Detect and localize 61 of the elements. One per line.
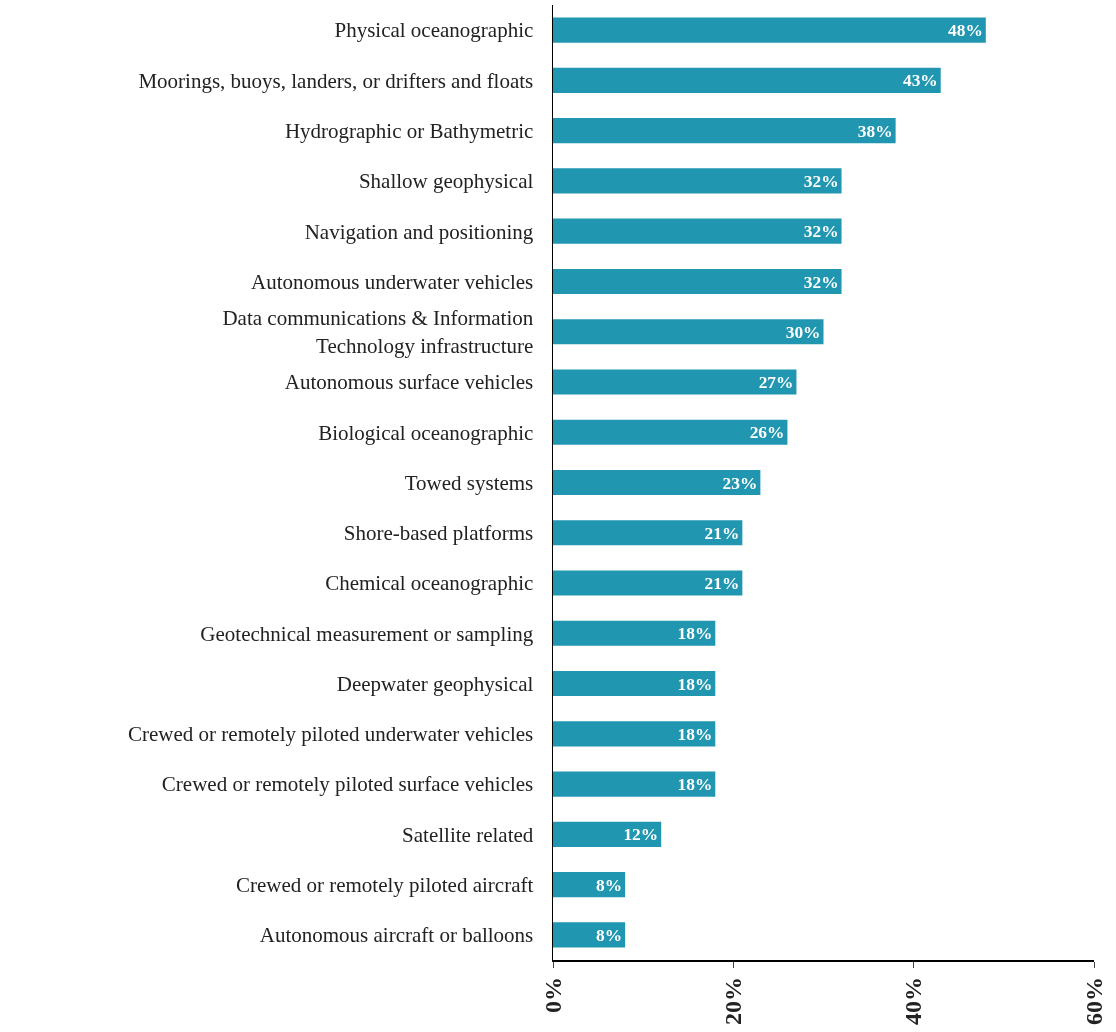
data-label: 32% bbox=[803, 272, 839, 292]
data-label: 18% bbox=[677, 623, 713, 644]
data-label: 48% bbox=[948, 21, 983, 41]
bar bbox=[553, 118, 896, 144]
x-tick-label: 0% bbox=[539, 977, 566, 1014]
bar bbox=[553, 469, 761, 496]
data-label: 21% bbox=[704, 523, 740, 543]
data-label: 18% bbox=[677, 724, 713, 744]
data-label: 32% bbox=[803, 172, 839, 192]
bar bbox=[553, 268, 842, 295]
data-label: 32% bbox=[803, 222, 839, 242]
y-tick-label: Chemical oceanographic bbox=[325, 571, 534, 596]
y-tick-label: Physical oceanographic bbox=[334, 18, 534, 43]
data-label: 43% bbox=[902, 71, 938, 91]
bar bbox=[553, 570, 743, 596]
bar bbox=[553, 419, 788, 445]
data-label: 8% bbox=[596, 875, 623, 895]
y-tick-label: Autonomous surface vehicles bbox=[284, 370, 534, 395]
bar bbox=[553, 821, 662, 847]
bar bbox=[553, 670, 716, 697]
bar bbox=[553, 520, 743, 546]
y-tick-label: Satellite related bbox=[402, 822, 534, 847]
data-label: 30% bbox=[785, 321, 821, 342]
x-tick-label: 60% bbox=[1080, 977, 1107, 1026]
y-tick-label: Deepwater geophysical bbox=[336, 671, 534, 696]
y-tick-label: Shore-based platforms bbox=[343, 521, 534, 546]
data-label: 23% bbox=[722, 472, 758, 493]
bar bbox=[553, 67, 941, 93]
y-tick-label: Hydrographic or Bathymetric bbox=[284, 119, 534, 144]
data-label: 27% bbox=[758, 373, 794, 393]
y-tick-label: Towed systems bbox=[404, 470, 534, 495]
y-tick-label: Autonomous aircraft or balloons bbox=[259, 923, 534, 948]
bar bbox=[553, 872, 626, 898]
data-label: 18% bbox=[677, 775, 713, 795]
data-label: 21% bbox=[704, 574, 740, 594]
x-tick-label: 40% bbox=[900, 977, 927, 1026]
bar bbox=[553, 218, 842, 244]
y-tick-label: Crewed or remotely piloted surface vehicles bbox=[161, 772, 534, 797]
data-label: 26% bbox=[749, 423, 785, 443]
bar bbox=[553, 369, 797, 395]
y-tick-label: Shallow geophysical bbox=[358, 169, 534, 194]
bar bbox=[553, 922, 626, 948]
data-label: 18% bbox=[677, 674, 713, 694]
y-tick-label: Geotechnical measurement or sampling bbox=[200, 621, 534, 646]
y-tick-label: Crewed or remotely piloted aircraft bbox=[235, 872, 534, 897]
y-tick-label: Autonomous underwater vehicles bbox=[251, 269, 534, 294]
data-label: 12% bbox=[623, 825, 659, 845]
bar bbox=[553, 771, 716, 797]
y-tick-label: Crewed or remotely piloted underwater vehicles bbox=[128, 722, 534, 747]
bar bbox=[553, 319, 824, 345]
bar bbox=[553, 721, 716, 747]
y-tick-label: Data communications & Information Technology infrastructure bbox=[222, 306, 534, 358]
x-tick-label: 20% bbox=[720, 977, 747, 1026]
bar bbox=[553, 168, 842, 194]
data-label: 38% bbox=[857, 121, 893, 141]
bar bbox=[553, 620, 716, 646]
y-tick-label: Navigation and positioning bbox=[304, 219, 534, 244]
bar bbox=[553, 17, 986, 43]
data-label: 8% bbox=[596, 925, 623, 945]
y-tick-label: Moorings, buoys, landers, or drifters and floats bbox=[138, 68, 534, 93]
y-tick-label: Biological oceanographic bbox=[318, 420, 534, 445]
